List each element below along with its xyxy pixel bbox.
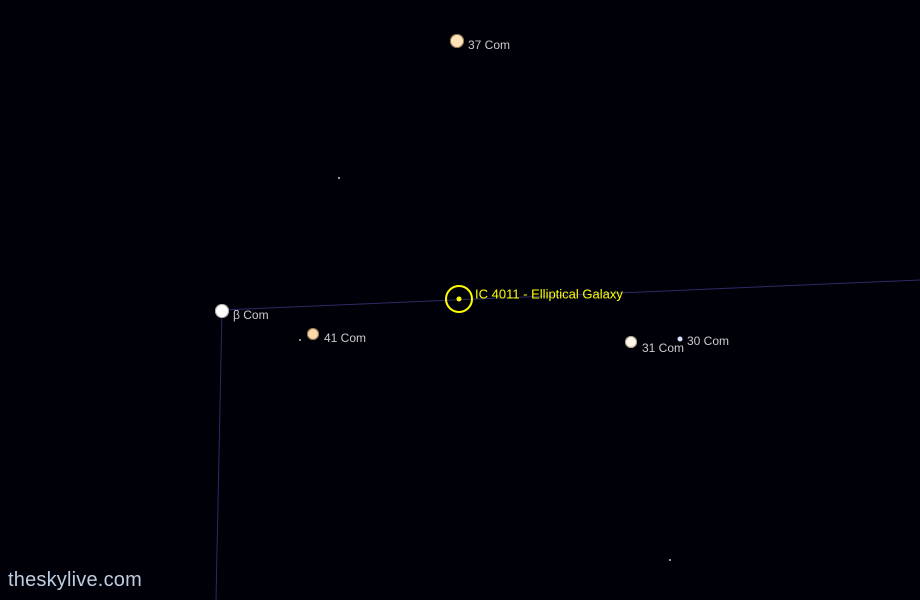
star-label-31-com: 31 Com	[642, 341, 684, 355]
star-31-com	[625, 336, 637, 348]
star-faint-2	[669, 559, 671, 561]
target-marker-dot	[457, 297, 462, 302]
watermark: theskylive.com	[8, 569, 142, 592]
star-label-30-com: 30 Com	[687, 334, 729, 348]
target-label: IC 4011 - Elliptical Galaxy	[475, 287, 623, 302]
star-41-com	[307, 328, 319, 340]
star-chart: 37 Com β Com 41 Com 31 Com30 Com IC 4011 - …	[0, 0, 920, 600]
star-label-41-com: 41 Com	[324, 331, 366, 345]
star-label-37-com: 37 Com	[468, 38, 510, 52]
star-37-com	[450, 34, 464, 48]
star-faint-1	[338, 177, 340, 179]
star-label-beta-com: β Com	[233, 308, 269, 322]
star-30-com	[678, 337, 683, 342]
star-41-com-faint	[299, 339, 301, 341]
constellation-line	[216, 310, 222, 600]
star-beta-com	[215, 304, 229, 318]
